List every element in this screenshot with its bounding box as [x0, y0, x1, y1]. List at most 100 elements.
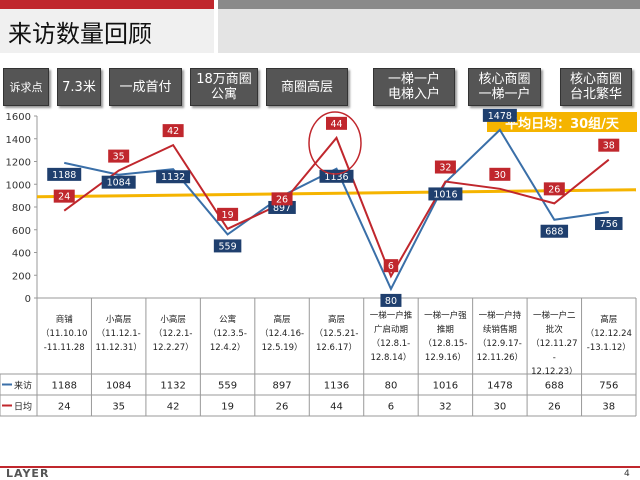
- category-label: 小高层: [106, 314, 132, 325]
- data-label-daily: 35: [113, 152, 125, 163]
- table-value: 1188: [52, 381, 77, 392]
- title-background-right: [218, 9, 640, 53]
- table-value: 24: [58, 402, 71, 413]
- table-value: 44: [330, 402, 343, 413]
- tag-one-per-floor: 一梯一户 电梯入户: [373, 68, 455, 106]
- category-label: 一梯一户持: [479, 310, 522, 321]
- page-title: 来访数量回顾: [8, 20, 152, 48]
- data-label-bg: [217, 207, 239, 221]
- title-background: [0, 9, 214, 53]
- category-label: （12.11.27: [531, 338, 577, 349]
- data-label-visits: 1136: [324, 172, 348, 183]
- series-line-daily: [63, 135, 610, 279]
- table-value: 688: [545, 381, 564, 392]
- category-label: （12.9.17-: [478, 338, 522, 349]
- category-label: 批次: [546, 324, 564, 335]
- data-label-daily: 24: [58, 192, 70, 203]
- chart: 0 200 400 600 800 1000 1200 1400 1600 商铺 （11.10.1…: [0, 108, 637, 417]
- data-label-bg: [47, 167, 82, 181]
- data-label-bg: [162, 124, 184, 138]
- category-label: -13.1.12）: [587, 342, 631, 353]
- table-value: 19: [221, 402, 234, 413]
- y-tick-label: 1000: [6, 180, 31, 191]
- table-value: 42: [167, 402, 180, 413]
- y-tick-label: 400: [12, 249, 31, 260]
- y-tick-label: 1400: [6, 135, 31, 146]
- page-number: 4: [624, 469, 630, 479]
- category-label: 高层: [600, 314, 617, 325]
- tag-apartment: 18万商圈 公寓: [190, 68, 258, 106]
- table-value: 1132: [160, 381, 185, 392]
- header-accent-red: [0, 0, 214, 9]
- tag-downpayment: 一成首付: [109, 68, 182, 106]
- category-label: 12.12.23）: [531, 366, 577, 377]
- series-line-visits: [64, 128, 609, 292]
- data-label-bg: [482, 108, 517, 122]
- category-label: （12.8.1-: [372, 338, 411, 349]
- table-value: 32: [439, 402, 452, 413]
- table-value: 1084: [106, 381, 131, 392]
- table-value: 26: [276, 402, 289, 413]
- data-label-bg: [326, 116, 347, 130]
- data-label-visits: 1188: [52, 170, 76, 181]
- category-label: 一梯一户二: [533, 310, 576, 321]
- y-tick-label: 1600: [6, 112, 31, 123]
- category-label: 12.6.17）: [316, 342, 357, 353]
- tag-core-taipei: 核心商圈 台北繁华: [560, 68, 632, 106]
- table-value: 559: [218, 381, 237, 392]
- data-label-bg: [101, 175, 136, 189]
- data-label-bg: [156, 170, 191, 184]
- category-label: 商铺: [56, 314, 74, 325]
- legend-label: 来访: [14, 381, 32, 392]
- table-value: 1016: [433, 381, 458, 392]
- category-label: 公寓: [219, 314, 236, 325]
- tag-appeal: 诉求点: [3, 68, 49, 106]
- category-label: （11.12.1-: [97, 328, 141, 339]
- category-label: 高层: [328, 314, 345, 325]
- category-label: 12.8.14）: [370, 352, 411, 363]
- category-label: 小高层: [160, 314, 186, 325]
- tag-highrise: 商圈高层: [266, 68, 348, 106]
- table-value: 6: [388, 402, 394, 413]
- category-label: 广启动期: [374, 324, 408, 335]
- data-label-daily: 19: [222, 210, 234, 221]
- chart-lines: [36, 128, 637, 292]
- average-daily-label: 平均日均：30组/天: [487, 112, 637, 132]
- category-label: （12.5.21-: [314, 328, 358, 339]
- category-label: 一梯一户强: [424, 310, 467, 321]
- category-label: 12.9.16）: [425, 352, 466, 363]
- data-label-daily: 42: [167, 126, 179, 137]
- data-label-bg: [543, 182, 565, 196]
- category-label: 12.4.2）: [210, 342, 246, 353]
- category-label: 12.2.27）: [153, 342, 194, 353]
- data-label-daily: 38: [603, 141, 615, 152]
- y-tick-label: 200: [12, 271, 31, 282]
- table-value: 38: [602, 402, 615, 413]
- category-label: 一梯一户推: [370, 310, 413, 321]
- category-label: （12.4.16-: [260, 328, 304, 339]
- y-tick-label: 0: [25, 294, 31, 305]
- y-tick-label: 1200: [6, 158, 31, 169]
- data-label-visits: 559: [219, 241, 237, 252]
- tag-height: 7.3米: [57, 68, 101, 106]
- data-label-bg: [489, 167, 511, 181]
- table-value: 80: [385, 381, 398, 392]
- y-tick-label: 800: [12, 203, 31, 214]
- data-label-bg: [540, 224, 569, 238]
- category-label: 12.5.19）: [262, 342, 303, 353]
- header-accent-gray: [218, 0, 640, 9]
- data-label-visits: 1132: [161, 172, 185, 183]
- data-label-visits: 1016: [433, 189, 457, 200]
- category-label: （12.2.1-: [154, 328, 193, 339]
- y-tick-label: 600: [12, 226, 31, 237]
- tag-core-one-per-floor: 核心商圈 一梯一户: [468, 68, 541, 106]
- table-value: 1478: [487, 381, 512, 392]
- layer-logo: LAYER: [6, 467, 50, 480]
- data-label-visits: 1478: [488, 111, 512, 122]
- data-label-bg: [434, 160, 456, 174]
- data-label-bg: [53, 189, 75, 203]
- category-label: -11.11.28: [44, 343, 85, 353]
- table-value: 897: [272, 381, 291, 392]
- table-value: 35: [112, 402, 125, 413]
- legend-label: 日均: [14, 401, 32, 413]
